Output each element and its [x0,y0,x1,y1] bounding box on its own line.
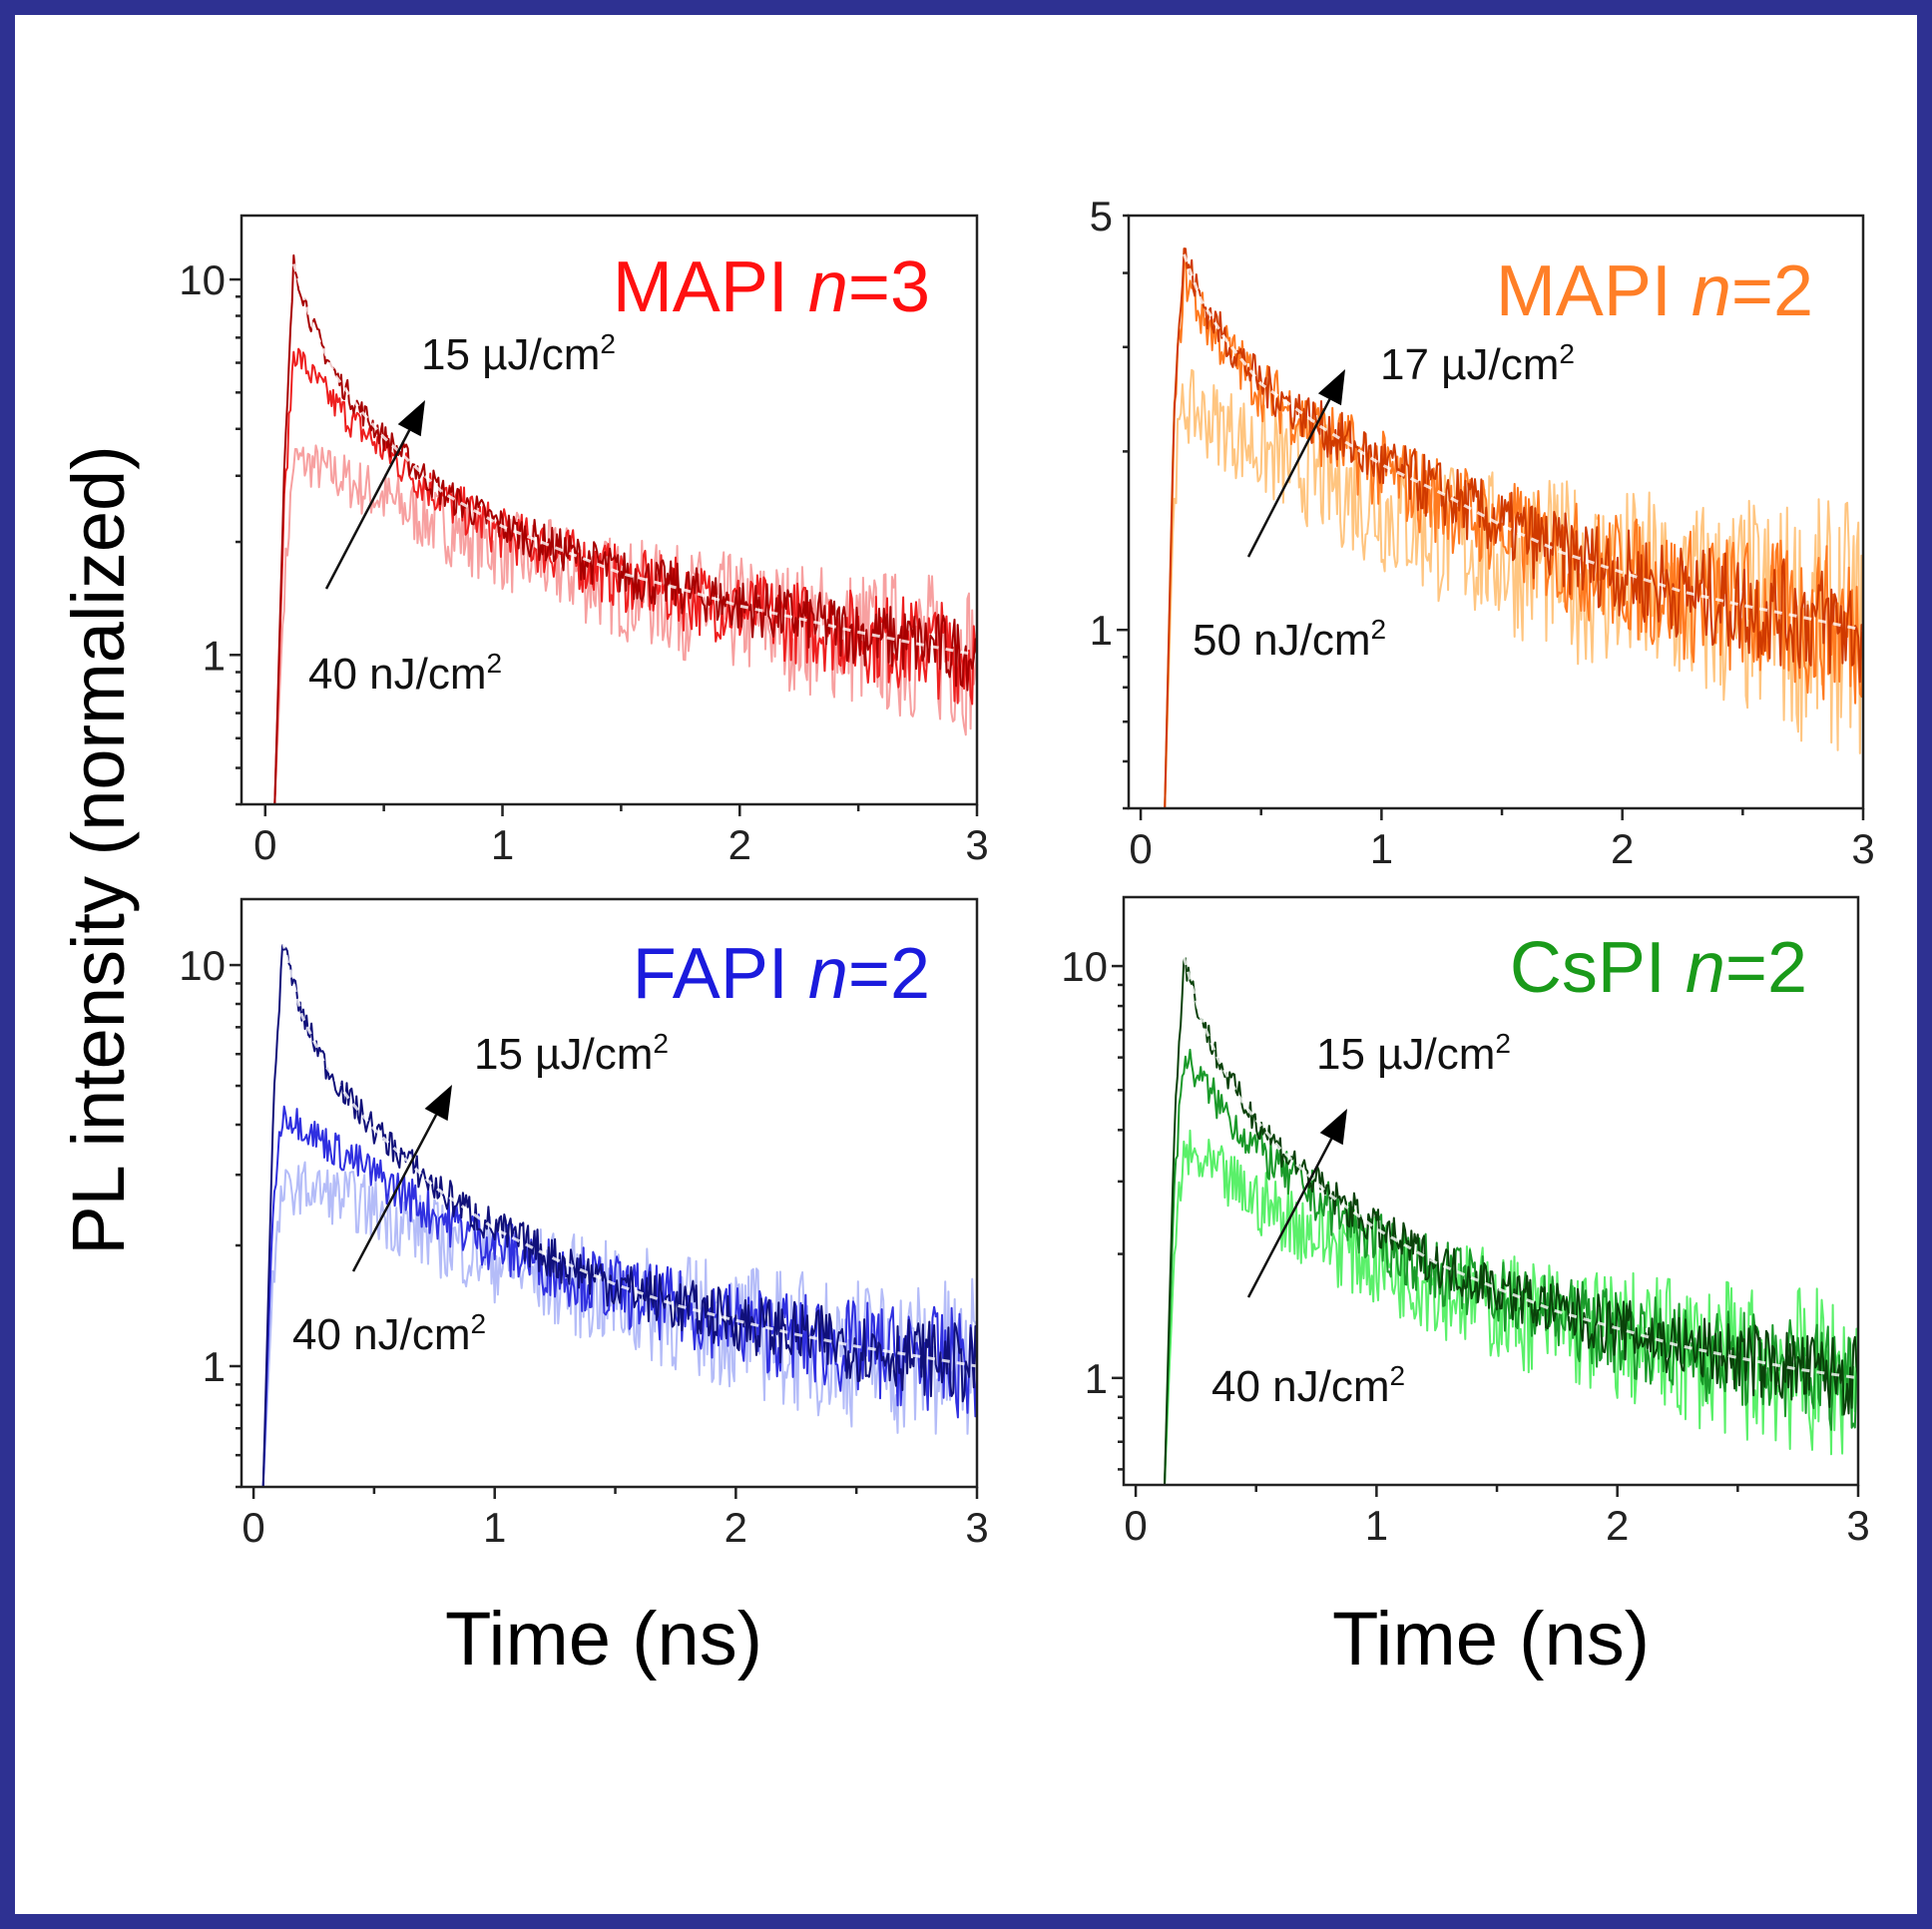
x-tick-label: 0 [1129,825,1152,872]
series-group [273,253,977,804]
series-group [261,940,977,1487]
x-tick-label: 0 [253,821,276,868]
arrow-head-icon [424,1085,452,1122]
panel-title: MAPI n=3 [613,247,930,327]
y-tick-label: 1 [1085,1355,1108,1402]
y-tick-label: 5 [1090,193,1113,240]
fluence-label-high: 17 µJ/cm2 [1380,338,1575,389]
x-tick-label: 3 [965,821,988,868]
plot-frame [1122,895,1860,1487]
chart-panel-1: 0 1 2 3 10 1 MAPI n=315 µJ/cm2 40 nJ/cm2 [179,214,989,868]
fluence-label-high: 15 µJ/cm2 [421,328,616,379]
panel-title: FAPI n=2 [633,934,930,1014]
x-tick-label: 0 [242,1504,264,1551]
data-series-3 [1164,957,1858,1485]
fluence-label-low: 40 nJ/cm2 [1211,1360,1405,1411]
arrow-head-icon [1319,1109,1347,1146]
panel-title: MAPI n=2 [1496,251,1813,331]
x-tick-label: 1 [1370,825,1393,872]
x-tick-label: 1 [1365,1502,1388,1549]
x-tick-label: 3 [1846,1502,1869,1549]
series-group [1164,956,1858,1485]
panel-title: CsPI n=2 [1510,928,1807,1008]
x-tick-label: 2 [1606,1502,1629,1549]
plot-frame [240,214,979,806]
x-tick-label: 1 [491,821,514,868]
fluence-label-low: 50 nJ/cm2 [1193,614,1386,665]
series-group [1164,247,1863,808]
data-series-3 [1164,247,1863,808]
x-tick-label: 2 [1611,825,1634,872]
plot-frame [240,897,979,1489]
fluence-label-low: 40 nJ/cm2 [292,1308,486,1359]
x-tick-label: 3 [965,1504,988,1551]
x-axis-label-right: Time (ns) [1332,1597,1650,1682]
arrow-head-icon [397,400,425,437]
fit-line [291,263,977,657]
data-series-2 [1164,254,1863,808]
y-tick-label: 10 [1061,943,1108,990]
chart-panel-2: 0 1 2 3 5 1 MAPI n=2 17 µJ/cm2 50 nJ/cm2 [1090,193,1875,872]
fluence-arrow [1246,1138,1333,1298]
x-tick-label: 3 [1851,825,1874,872]
fluence-arrow [1246,398,1331,558]
fluence-arrow [351,1114,438,1272]
data-series-1 [273,444,977,804]
x-axis-label-left: Time (ns) [445,1597,762,1682]
arrow-head-icon [1317,369,1345,406]
x-tick-label: 2 [728,821,751,868]
chart-panel-3: 0 1 2 3 10 1 FAPI n=2 15 µJ/cm2 40 nJ/cm2 [179,897,989,1551]
fluence-label-high: 15 µJ/cm2 [1316,1028,1511,1079]
fluence-label-high: 15 µJ/cm2 [474,1028,669,1079]
y-axis-label: PL intensity (normalized) [57,445,140,1255]
fluence-arrow [324,429,411,590]
plot-frame [1127,214,1865,810]
y-tick-label: 10 [179,942,226,989]
x-tick-label: 2 [724,1504,747,1551]
y-tick-label: 10 [179,256,226,303]
y-tick-label: 1 [1090,607,1113,654]
y-tick-label: 1 [203,632,226,679]
y-tick-label: 1 [203,1343,226,1390]
fluence-label-low: 40 nJ/cm2 [308,648,502,699]
data-series-1 [261,1161,977,1487]
fit-line [280,940,977,1368]
x-tick-label: 1 [483,1504,506,1551]
fit-line [1182,956,1858,1380]
fit-line [1183,253,1863,632]
x-tick-label: 0 [1124,1502,1147,1549]
data-series-3 [273,253,977,804]
chart-panel-4: 0 1 2 3 10 1 CsPI n=2 15 µJ/cm2 40 nJ/cm2 [1061,895,1870,1549]
